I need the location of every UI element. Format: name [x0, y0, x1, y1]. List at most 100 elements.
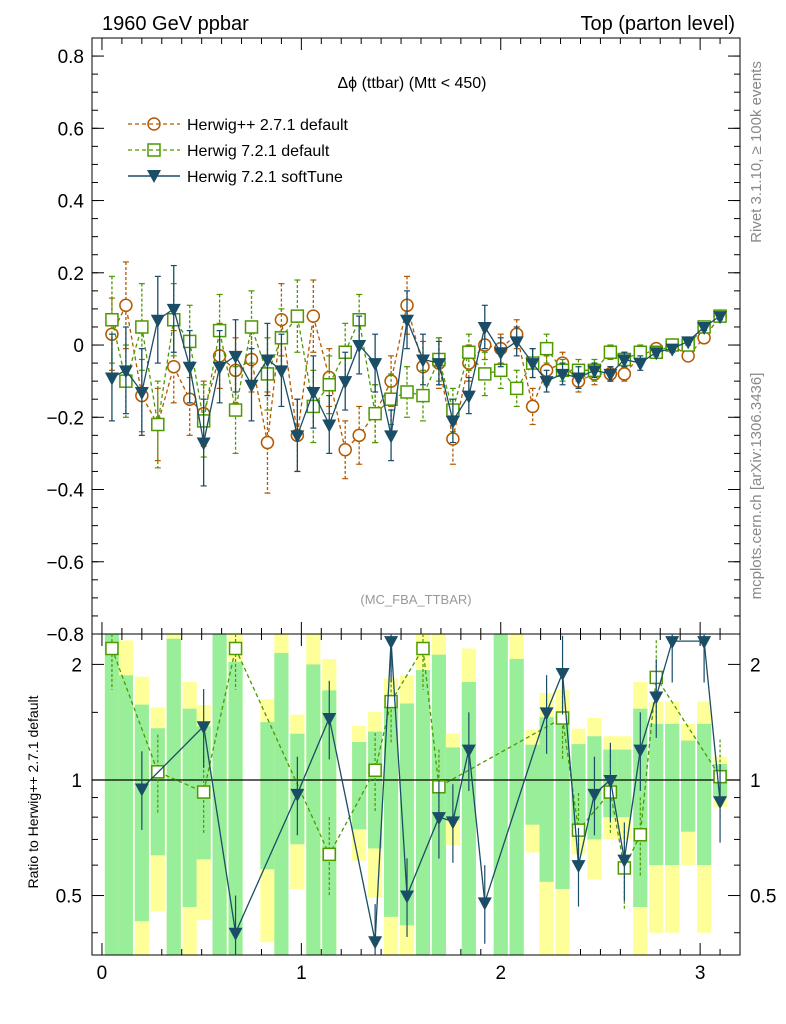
data-point	[196, 721, 211, 735]
data-point	[196, 437, 211, 451]
header-left: 1960 GeV ppbar	[102, 13, 249, 35]
x-tick-label: 3	[695, 963, 706, 984]
data-point	[633, 827, 648, 842]
legend-label-herwigpp: Herwig++ 2.7.1 default	[187, 117, 349, 134]
data-point	[368, 936, 383, 950]
watermark: (MC_FBA_TTBAR)	[360, 592, 471, 607]
ratio-series-line	[111, 646, 721, 871]
data-point	[649, 347, 664, 361]
data-point	[260, 435, 275, 450]
data-point	[416, 641, 430, 656]
data-point	[603, 368, 618, 382]
data-point	[431, 358, 446, 372]
data-point	[228, 927, 243, 941]
side-label-top: Rivet 3.1.10, ≥ 100k events	[748, 61, 765, 243]
data-point	[322, 419, 337, 433]
ratio-frame	[91, 633, 741, 956]
data-point	[697, 321, 712, 335]
data-point	[104, 372, 119, 386]
data-point	[338, 376, 353, 390]
data-point	[322, 378, 337, 392]
legend-entry-herwig7-softtune: Herwig 7.2.1 softTune	[128, 169, 343, 186]
data-point	[228, 350, 243, 364]
ratio-band-inner	[306, 664, 321, 955]
data-point	[617, 367, 632, 381]
data-point	[713, 796, 728, 810]
series-line	[111, 307, 721, 443]
data-point	[166, 359, 181, 374]
data-point	[477, 897, 492, 911]
side-label-bottom: mcplots.cern.ch [arXiv:1306.3436]	[748, 373, 765, 600]
data-point	[539, 707, 554, 721]
series-2	[104, 264, 728, 487]
ratio-y-tick-label-right: 0.5	[750, 887, 776, 908]
data-point	[212, 361, 227, 375]
series-0	[105, 261, 727, 494]
data-point	[603, 345, 618, 360]
ratio-ylabel: Ratio to Herwig++ 2.7.1 default	[25, 695, 41, 888]
data-point	[509, 336, 524, 350]
data-point	[525, 358, 540, 372]
data-point	[182, 361, 197, 375]
data-point	[244, 379, 259, 393]
ratio-y-tick-label-right: 1	[750, 771, 761, 792]
data-point	[119, 298, 133, 313]
data-point	[384, 636, 399, 650]
ratio-band-inner	[681, 740, 696, 832]
data-point	[713, 311, 728, 325]
data-point	[400, 385, 414, 399]
data-point	[306, 309, 321, 323]
data-point	[228, 403, 243, 417]
legend-label-herwig7-default: Herwig 7.2.1 default	[187, 143, 330, 160]
data-point	[322, 713, 337, 727]
data-point	[368, 358, 383, 372]
data-point	[681, 336, 696, 350]
ratio-band-inner	[212, 634, 227, 955]
ratio-band-inner	[617, 749, 632, 818]
data-point	[105, 641, 119, 656]
ratio-panel: 0 1 2 3 0.5 0.5 1 1 2 2	[56, 633, 776, 984]
ratio-band-inner	[274, 652, 289, 955]
data-point	[134, 386, 149, 400]
legend-label-herwig7-softtune: Herwig 7.2.1 softTune	[187, 169, 343, 186]
data-point	[400, 890, 415, 904]
data-point	[462, 345, 476, 360]
ratio-bands	[104, 634, 728, 955]
ratio-y-tick-label: 1	[71, 771, 82, 792]
ratio-band-inner	[493, 634, 508, 955]
legend-entry-herwigpp: Herwig++ 2.7.1 default	[128, 117, 349, 134]
ratio-series-1	[134, 634, 728, 955]
data-point	[571, 860, 586, 874]
data-point	[322, 847, 337, 862]
ratio-band-inner	[555, 714, 570, 889]
data-point	[306, 386, 321, 400]
data-point	[290, 788, 305, 802]
data-point	[603, 774, 618, 788]
data-point	[274, 365, 289, 379]
data-point	[633, 358, 648, 372]
x-tick-label: 1	[296, 963, 307, 984]
ratio-band-inner	[228, 662, 243, 955]
ratio-y-tick-label-right: 2	[750, 655, 761, 676]
data-point	[539, 341, 554, 356]
data-point	[477, 321, 492, 335]
ratio-band-inner	[697, 723, 712, 866]
data-point	[105, 312, 119, 327]
data-point	[665, 343, 680, 357]
y-tick-label: 0.6	[58, 119, 84, 140]
data-point	[697, 636, 712, 650]
data-point	[461, 744, 476, 758]
y-tick-label: 0	[73, 336, 84, 357]
data-point	[260, 354, 275, 368]
data-point	[587, 365, 602, 379]
data-point	[228, 641, 243, 656]
y-tick-label: 0.4	[58, 192, 85, 213]
ratio-band-inner	[665, 723, 680, 866]
data-point	[352, 340, 367, 354]
data-point	[665, 636, 680, 650]
data-point	[478, 367, 492, 381]
x-tick-label: 0	[97, 963, 108, 984]
series-line	[111, 314, 721, 425]
ratio-band-inner	[104, 634, 120, 955]
data-point	[352, 428, 366, 443]
